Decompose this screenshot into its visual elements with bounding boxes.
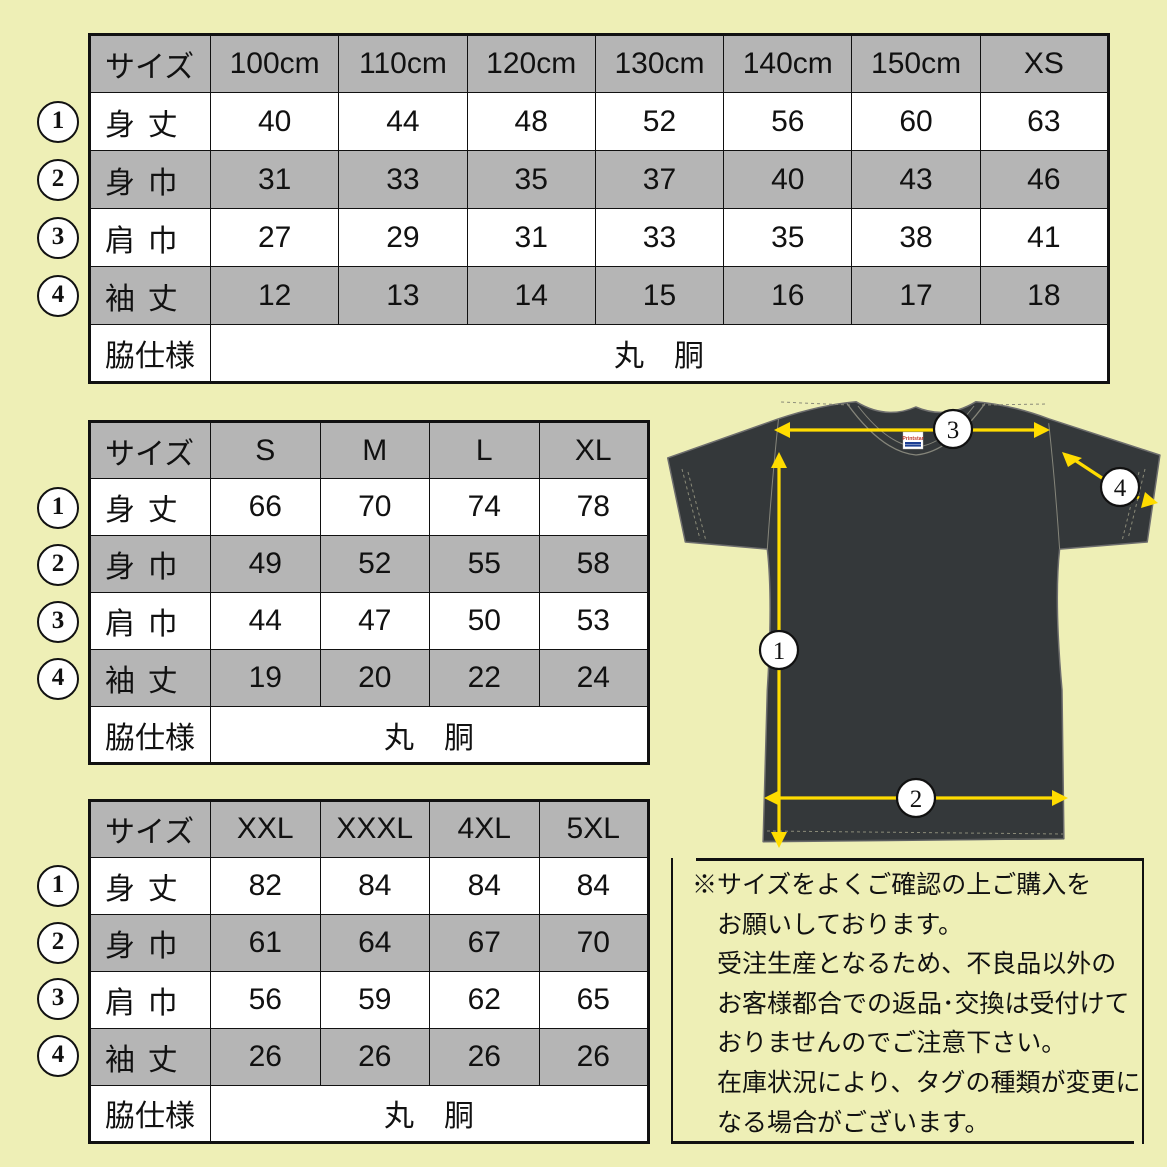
svg-text:3: 3 [947,417,960,444]
svg-text:1: 1 [773,638,786,665]
svg-text:2: 2 [910,786,923,813]
svg-text:Printstar: Printstar [902,436,923,442]
svg-text:4: 4 [1114,475,1127,502]
